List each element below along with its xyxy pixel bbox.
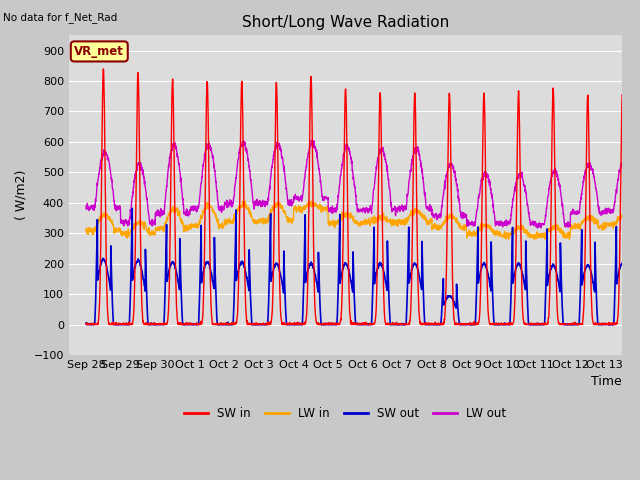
- SW out: [530, 322, 538, 327]
- LW in: [561, 233, 569, 239]
- LW out: [83, 205, 90, 211]
- SW in: [397, 321, 404, 326]
- Line: LW in: LW in: [86, 201, 639, 240]
- LW out: [534, 225, 541, 231]
- LW out: [308, 137, 316, 143]
- LW out: [561, 223, 569, 229]
- LW in: [636, 220, 640, 226]
- LW in: [83, 226, 90, 232]
- SW in: [83, 322, 90, 327]
- SW in: [636, 322, 640, 327]
- LW out: [636, 206, 640, 212]
- LW in: [531, 237, 538, 242]
- SW in: [561, 321, 569, 327]
- Legend: SW in, LW in, SW out, LW out: SW in, LW in, SW out, LW out: [180, 402, 511, 425]
- SW out: [636, 322, 640, 327]
- SW out: [397, 322, 404, 327]
- SW in: [257, 322, 265, 327]
- Y-axis label: ( W/m2): ( W/m2): [15, 170, 28, 220]
- SW out: [129, 205, 136, 211]
- SW out: [628, 315, 636, 321]
- Line: SW out: SW out: [86, 208, 639, 324]
- SW in: [628, 322, 636, 327]
- Line: SW in: SW in: [86, 69, 639, 324]
- LW in: [396, 220, 404, 226]
- LW out: [396, 207, 404, 213]
- SW in: [530, 322, 538, 327]
- LW out: [530, 218, 538, 224]
- SW out: [138, 267, 146, 273]
- Title: Short/Long Wave Radiation: Short/Long Wave Radiation: [242, 15, 449, 30]
- LW in: [138, 218, 145, 224]
- SW out: [83, 321, 90, 326]
- LW in: [305, 198, 313, 204]
- Text: VR_met: VR_met: [74, 45, 124, 58]
- Text: No data for f_Net_Rad: No data for f_Net_Rad: [3, 12, 118, 23]
- SW in: [100, 66, 108, 72]
- SW in: [83, 321, 90, 327]
- LW out: [257, 204, 264, 209]
- X-axis label: Time: Time: [591, 375, 622, 388]
- SW out: [561, 322, 569, 327]
- LW in: [530, 233, 538, 239]
- SW out: [83, 322, 91, 327]
- SW out: [257, 322, 265, 327]
- SW in: [138, 300, 146, 306]
- LW in: [628, 219, 636, 225]
- LW out: [138, 164, 145, 169]
- Line: LW out: LW out: [86, 140, 639, 228]
- LW out: [628, 194, 636, 200]
- LW in: [257, 218, 264, 224]
